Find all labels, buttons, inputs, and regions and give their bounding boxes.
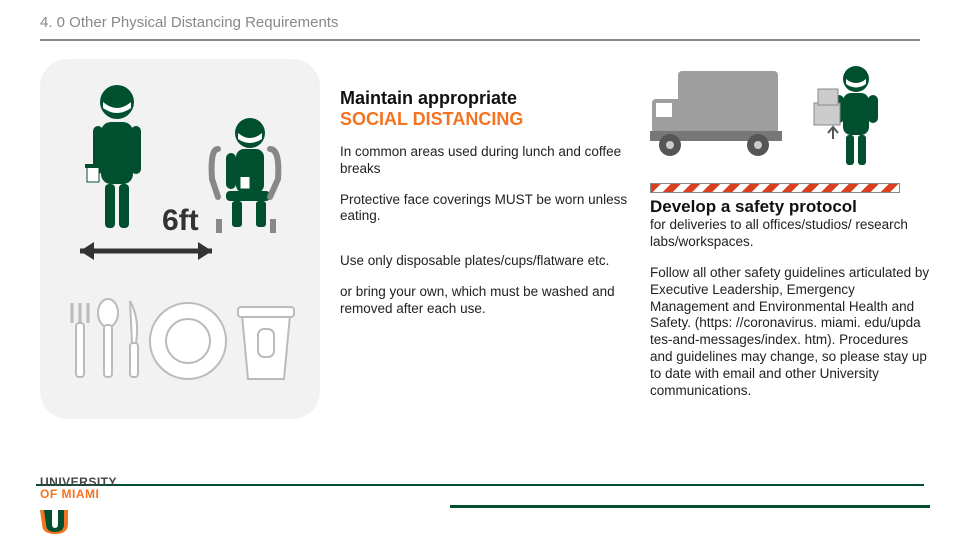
section-title: 4. 0 Other Physical Distancing Requireme… <box>40 14 338 31</box>
right-p1: Follow all other safety guidelines artic… <box>650 265 930 400</box>
middle-p1: In common areas used during lunch and co… <box>340 144 630 178</box>
content-row: 6ft Maintain appropriate SOCIAL DISTANCI… <box>0 41 960 419</box>
middle-column: Maintain appropriate SOCIAL DISTANCING I… <box>340 59 630 419</box>
middle-p4: or bring your own, which must be washed … <box>340 284 630 318</box>
footer: UNIVERSITY OF MIAMI <box>0 484 960 540</box>
heading-social: SOCIAL DISTANCING <box>340 109 630 130</box>
heading-develop: Develop a safety protocol <box>650 197 930 217</box>
footer-accent-rule <box>450 505 930 508</box>
right-column: Develop a safety protocol for deliveries… <box>650 59 930 419</box>
u-logo-icon <box>38 508 68 534</box>
university-wordmark: UNIVERSITY OF MIAMI <box>40 476 117 500</box>
footer-rule <box>36 484 924 486</box>
logo-line2: OF MIAMI <box>40 487 99 501</box>
left-infographic-panel: 6ft <box>40 59 320 419</box>
caution-stripe <box>650 183 900 193</box>
delivery-illustration <box>650 59 930 179</box>
distance-label: 6ft <box>162 204 199 238</box>
distancing-illustration <box>40 59 320 419</box>
heading-maintain: Maintain appropriate <box>340 89 630 109</box>
middle-p3: Use only disposable plates/cups/flatware… <box>340 253 630 270</box>
section-header: 4. 0 Other Physical Distancing Requireme… <box>0 0 960 37</box>
right-sub: for deliveries to all offices/studios/ r… <box>650 217 930 251</box>
middle-p2: Protective face coverings MUST be worn u… <box>340 192 630 226</box>
